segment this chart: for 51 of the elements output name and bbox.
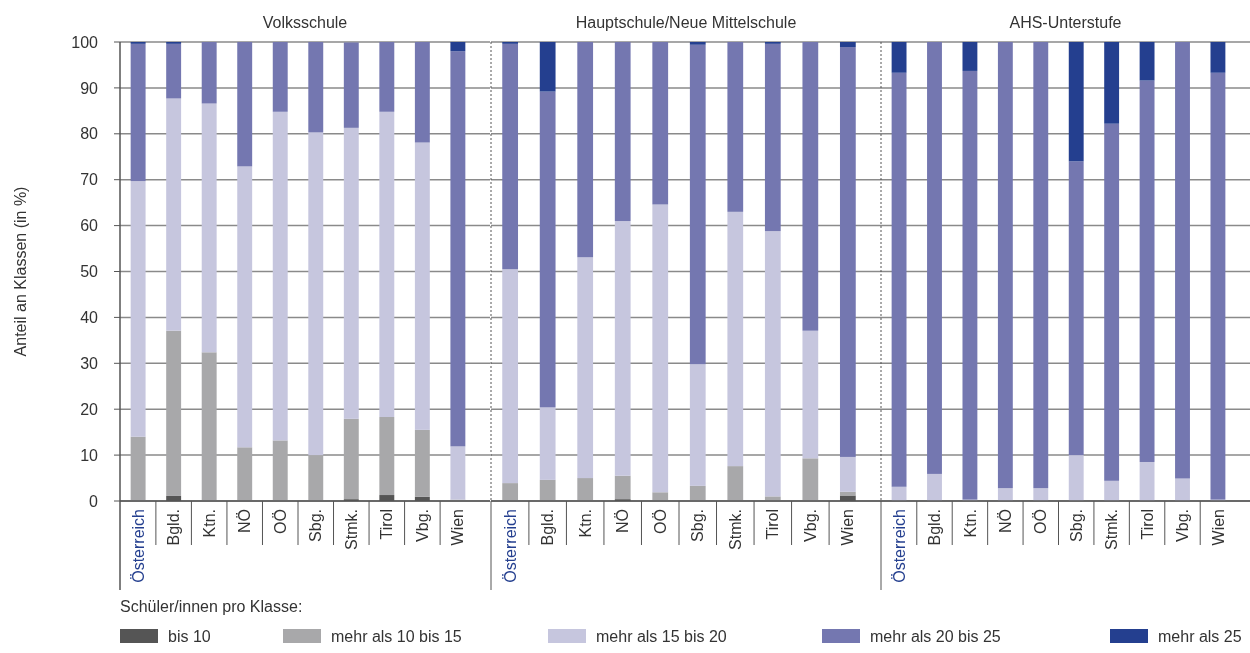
x-tick-label: Vbg. (1174, 509, 1192, 542)
legend-title: Schüler/innen pro Klasse: (120, 598, 303, 615)
x-tick-label: Vbg. (801, 509, 819, 542)
x-tick-label: Ktn. (576, 509, 594, 538)
legend-label: mehr als 25 (1158, 628, 1242, 645)
x-tick-label: Sbg. (689, 509, 707, 542)
y-tick-label: 30 (80, 354, 99, 372)
x-tick-label: Stmk. (726, 509, 744, 550)
y-tick-label: 10 (80, 446, 99, 464)
x-tick-label: Bgld. (165, 509, 183, 546)
x-tick-label: Österreich (129, 509, 147, 583)
x-tick-label: Wien (1209, 509, 1227, 546)
x-tick-label: Stmk. (1103, 509, 1121, 550)
x-tick-label: NÖ (614, 509, 632, 533)
x-tick-label: Sbg. (1067, 509, 1085, 542)
y-tick-label: 40 (80, 309, 99, 326)
x-tick-label: Österreich (890, 509, 908, 583)
y-tick-label: 80 (80, 125, 99, 143)
legend-label: mehr als 10 bis 15 (331, 628, 462, 645)
x-tick-label: Bgld. (926, 509, 944, 546)
x-tick-label: NÖ (236, 509, 254, 533)
x-tick-label: Sbg. (307, 509, 325, 542)
x-tick-label: Ktn. (961, 509, 979, 538)
x-tick-label: OÖ (271, 509, 289, 534)
y-tick-label: 70 (80, 171, 99, 189)
y-tick-label: 60 (80, 217, 99, 235)
x-tick-label: Tirol (378, 509, 396, 540)
x-tick-label: Wien (839, 509, 857, 546)
y-tick-label: 50 (80, 263, 99, 281)
y-axis-title: Anteil an Klassen (in %) (12, 186, 29, 357)
x-tick-label: Österreich (501, 509, 519, 583)
legend-label: mehr als 15 bis 20 (596, 628, 727, 645)
x-tick-label: Tirol (1138, 509, 1156, 540)
x-tick-label: Wien (449, 509, 467, 546)
x-tick-label: Tirol (764, 509, 782, 540)
y-tick-label: 0 (89, 492, 99, 510)
x-tick-label: Bgld. (539, 509, 557, 546)
chart-title: Hauptschule/Neue Mittelschule (575, 14, 797, 31)
x-tick-label: Ktn. (200, 509, 218, 538)
legend-label: mehr als 20 bis 25 (870, 628, 1001, 645)
y-tick-label: 100 (71, 33, 99, 51)
x-tick-label: Vbg. (413, 509, 431, 542)
x-tick-label: OÖ (1032, 509, 1050, 534)
x-tick-label: Stmk. (342, 509, 360, 550)
y-tick-label: 90 (80, 79, 99, 97)
chart-title: Volksschule (262, 14, 348, 31)
x-tick-label: OÖ (651, 509, 669, 534)
x-tick-label: NÖ (996, 509, 1014, 533)
y-tick-label: 20 (80, 400, 99, 418)
chart-title: AHS-Unterstufe (1009, 14, 1122, 31)
legend-label: bis 10 (168, 628, 211, 645)
